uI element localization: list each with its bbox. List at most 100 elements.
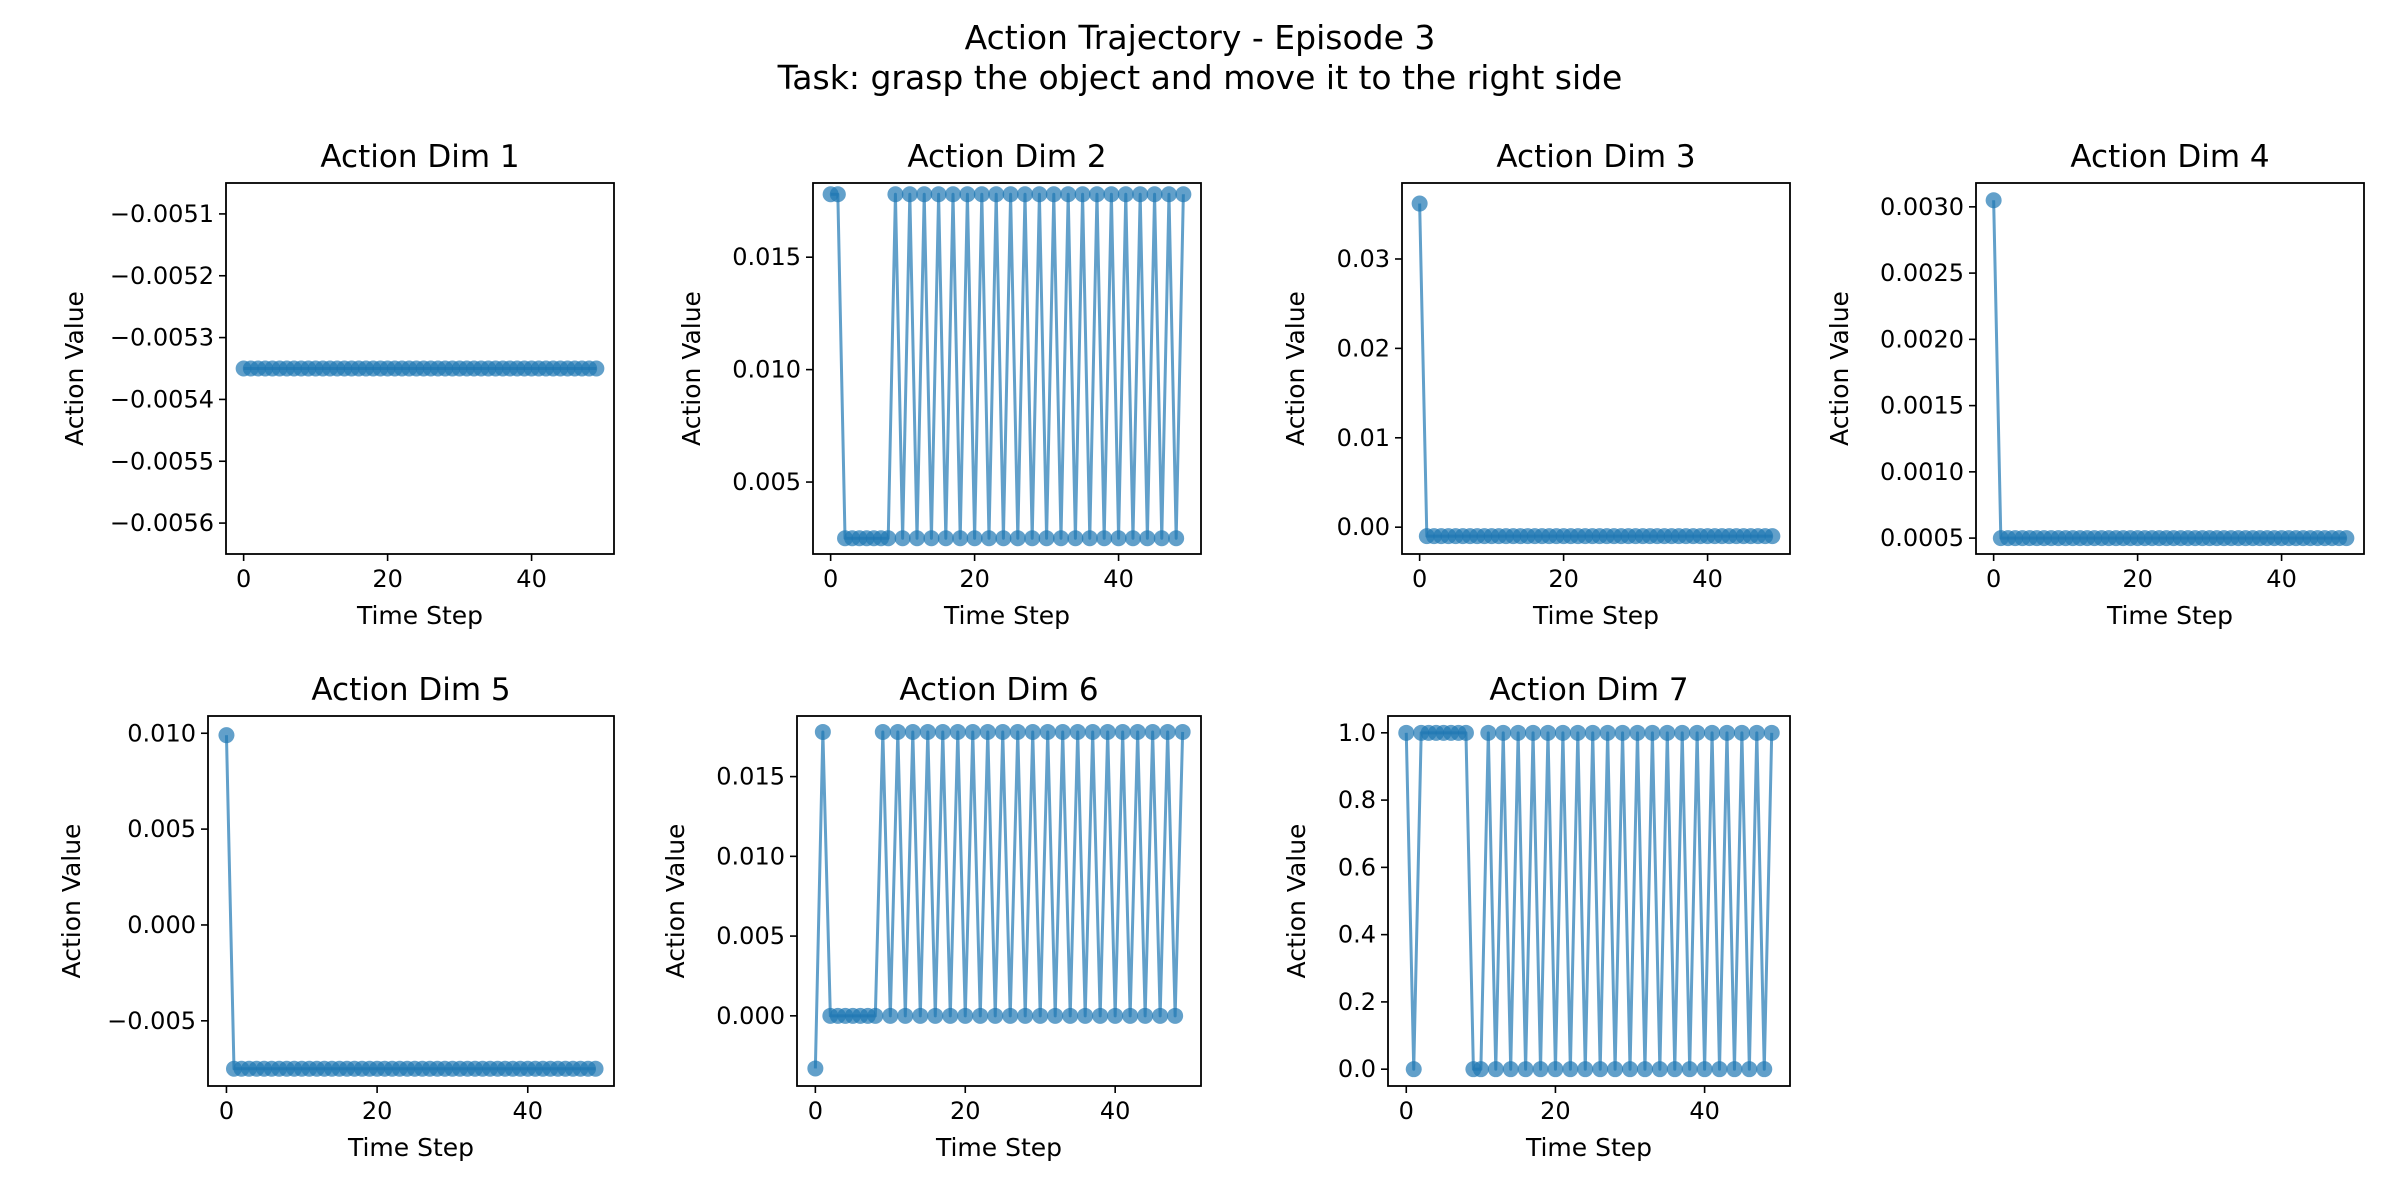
data-point	[1096, 530, 1113, 547]
subplot-title: Action Dim 5	[311, 672, 510, 708]
x-tick-label: 40	[1103, 565, 1134, 593]
data-point	[1139, 530, 1156, 547]
y-tick-label: 0.8	[1338, 786, 1376, 814]
subplot-1: Action Dim 1 0 20 40 −0.0051 −0.0052 −0.0053 −0…	[60, 139, 615, 630]
x-tick-label: 0	[1986, 565, 2001, 593]
data-point	[930, 186, 947, 203]
data-point	[1137, 1007, 1154, 1024]
x-axis-label: Time Step	[356, 601, 483, 630]
x-tick-label: 40	[1692, 565, 1723, 593]
data-point	[1032, 1007, 1049, 1024]
data-point	[1659, 724, 1676, 741]
series-line	[813, 730, 1185, 1069]
subplot-4: Action Dim 4 0 20 40 0.0005 0.0010 0.0015 0.002…	[1825, 139, 2365, 630]
y-tick-label: 0.000	[127, 911, 196, 939]
data-point	[1756, 1061, 1773, 1078]
series-line	[224, 735, 596, 1071]
y-tick-label: 0.0	[1338, 1055, 1376, 1083]
x-tick-label: 0	[219, 1097, 234, 1125]
y-tick-label: 0.010	[732, 356, 801, 384]
x-axis-label: Time Step	[2106, 601, 2233, 630]
data-point	[1666, 1061, 1683, 1078]
x-tick-label: 40	[516, 565, 547, 593]
data-point	[1547, 1061, 1564, 1078]
data-point	[937, 530, 954, 547]
data-point	[1607, 1061, 1624, 1078]
y-tick-label: 0.010	[716, 842, 785, 870]
y-tick-label: −0.005	[107, 1007, 196, 1035]
data-point	[1622, 1061, 1639, 1078]
data-point	[889, 723, 906, 740]
y-axis-label: Action Value	[1281, 291, 1310, 446]
y-tick-label: 0.015	[716, 763, 785, 791]
y-tick-label: 0.0005	[1880, 524, 1964, 552]
y-tick-label: −0.0051	[110, 200, 214, 228]
data-point	[1067, 530, 1084, 547]
data-point	[973, 186, 990, 203]
data-point	[1060, 186, 1077, 203]
data-point	[1674, 724, 1691, 741]
subplot-title: Action Dim 2	[907, 139, 1106, 175]
data-point	[1103, 186, 1120, 203]
x-tick-label: 40	[1689, 1097, 1720, 1125]
axes-frame	[812, 182, 1202, 555]
data-point	[979, 723, 996, 740]
data-point	[1129, 723, 1146, 740]
y-tick-label: 1.0	[1338, 719, 1376, 747]
data-point	[1146, 186, 1163, 203]
data-point	[587, 1060, 604, 1077]
data-point	[1696, 1061, 1713, 1078]
data-point	[912, 1007, 929, 1024]
data-point	[1117, 186, 1134, 203]
y-axis-label: Action Value	[677, 291, 706, 446]
data-point	[2338, 530, 2355, 547]
data-point	[909, 530, 926, 547]
data-point	[1122, 1007, 1139, 1024]
y-tick-label: 0.2	[1338, 988, 1376, 1016]
y-tick-label: −0.0055	[110, 447, 214, 475]
x-tick-label: 20	[362, 1097, 393, 1125]
data-point	[927, 1007, 944, 1024]
data-point	[1099, 723, 1116, 740]
x-tick-label: 20	[1540, 1097, 1571, 1125]
data-point	[972, 1007, 989, 1024]
y-axis-label: Action Value	[661, 824, 690, 979]
data-point	[1584, 724, 1601, 741]
data-point	[959, 186, 976, 203]
data-point	[814, 723, 831, 740]
y-tick-label: −0.0052	[110, 262, 214, 290]
x-tick-label: 40	[2266, 565, 2297, 593]
data-point	[1539, 724, 1556, 741]
series-line	[1404, 731, 1774, 1071]
data-point	[1726, 1061, 1743, 1078]
data-point	[1733, 724, 1750, 741]
data-point	[1599, 724, 1616, 741]
x-tick-label: 20	[372, 565, 403, 593]
data-point	[1651, 1061, 1668, 1078]
data-point	[588, 360, 605, 377]
data-point	[1174, 723, 1191, 740]
data-point	[1084, 723, 1101, 740]
y-tick-label: 0.005	[127, 815, 196, 843]
data-point	[1002, 186, 1019, 203]
y-axis-label: Action Value	[1825, 291, 1854, 446]
data-point	[1024, 530, 1041, 547]
y-tick-label: −0.0054	[110, 385, 214, 413]
data-point	[934, 723, 951, 740]
data-point	[966, 530, 983, 547]
x-tick-label: 0	[1399, 1097, 1414, 1125]
x-tick-label: 0	[823, 565, 838, 593]
x-tick-label: 20	[950, 1097, 981, 1125]
data-point	[807, 1060, 824, 1077]
data-point	[1167, 1007, 1184, 1024]
subplot-title: Action Dim 7	[1489, 672, 1688, 708]
data-point	[1569, 724, 1586, 741]
y-tick-label: 0.010	[127, 719, 196, 747]
data-point	[1088, 186, 1105, 203]
y-tick-label: 0.005	[732, 468, 801, 496]
data-point	[1629, 724, 1646, 741]
y-tick-label: 0.000	[716, 1002, 785, 1030]
data-point	[904, 723, 921, 740]
data-point	[1510, 724, 1527, 741]
data-point	[1062, 1007, 1079, 1024]
